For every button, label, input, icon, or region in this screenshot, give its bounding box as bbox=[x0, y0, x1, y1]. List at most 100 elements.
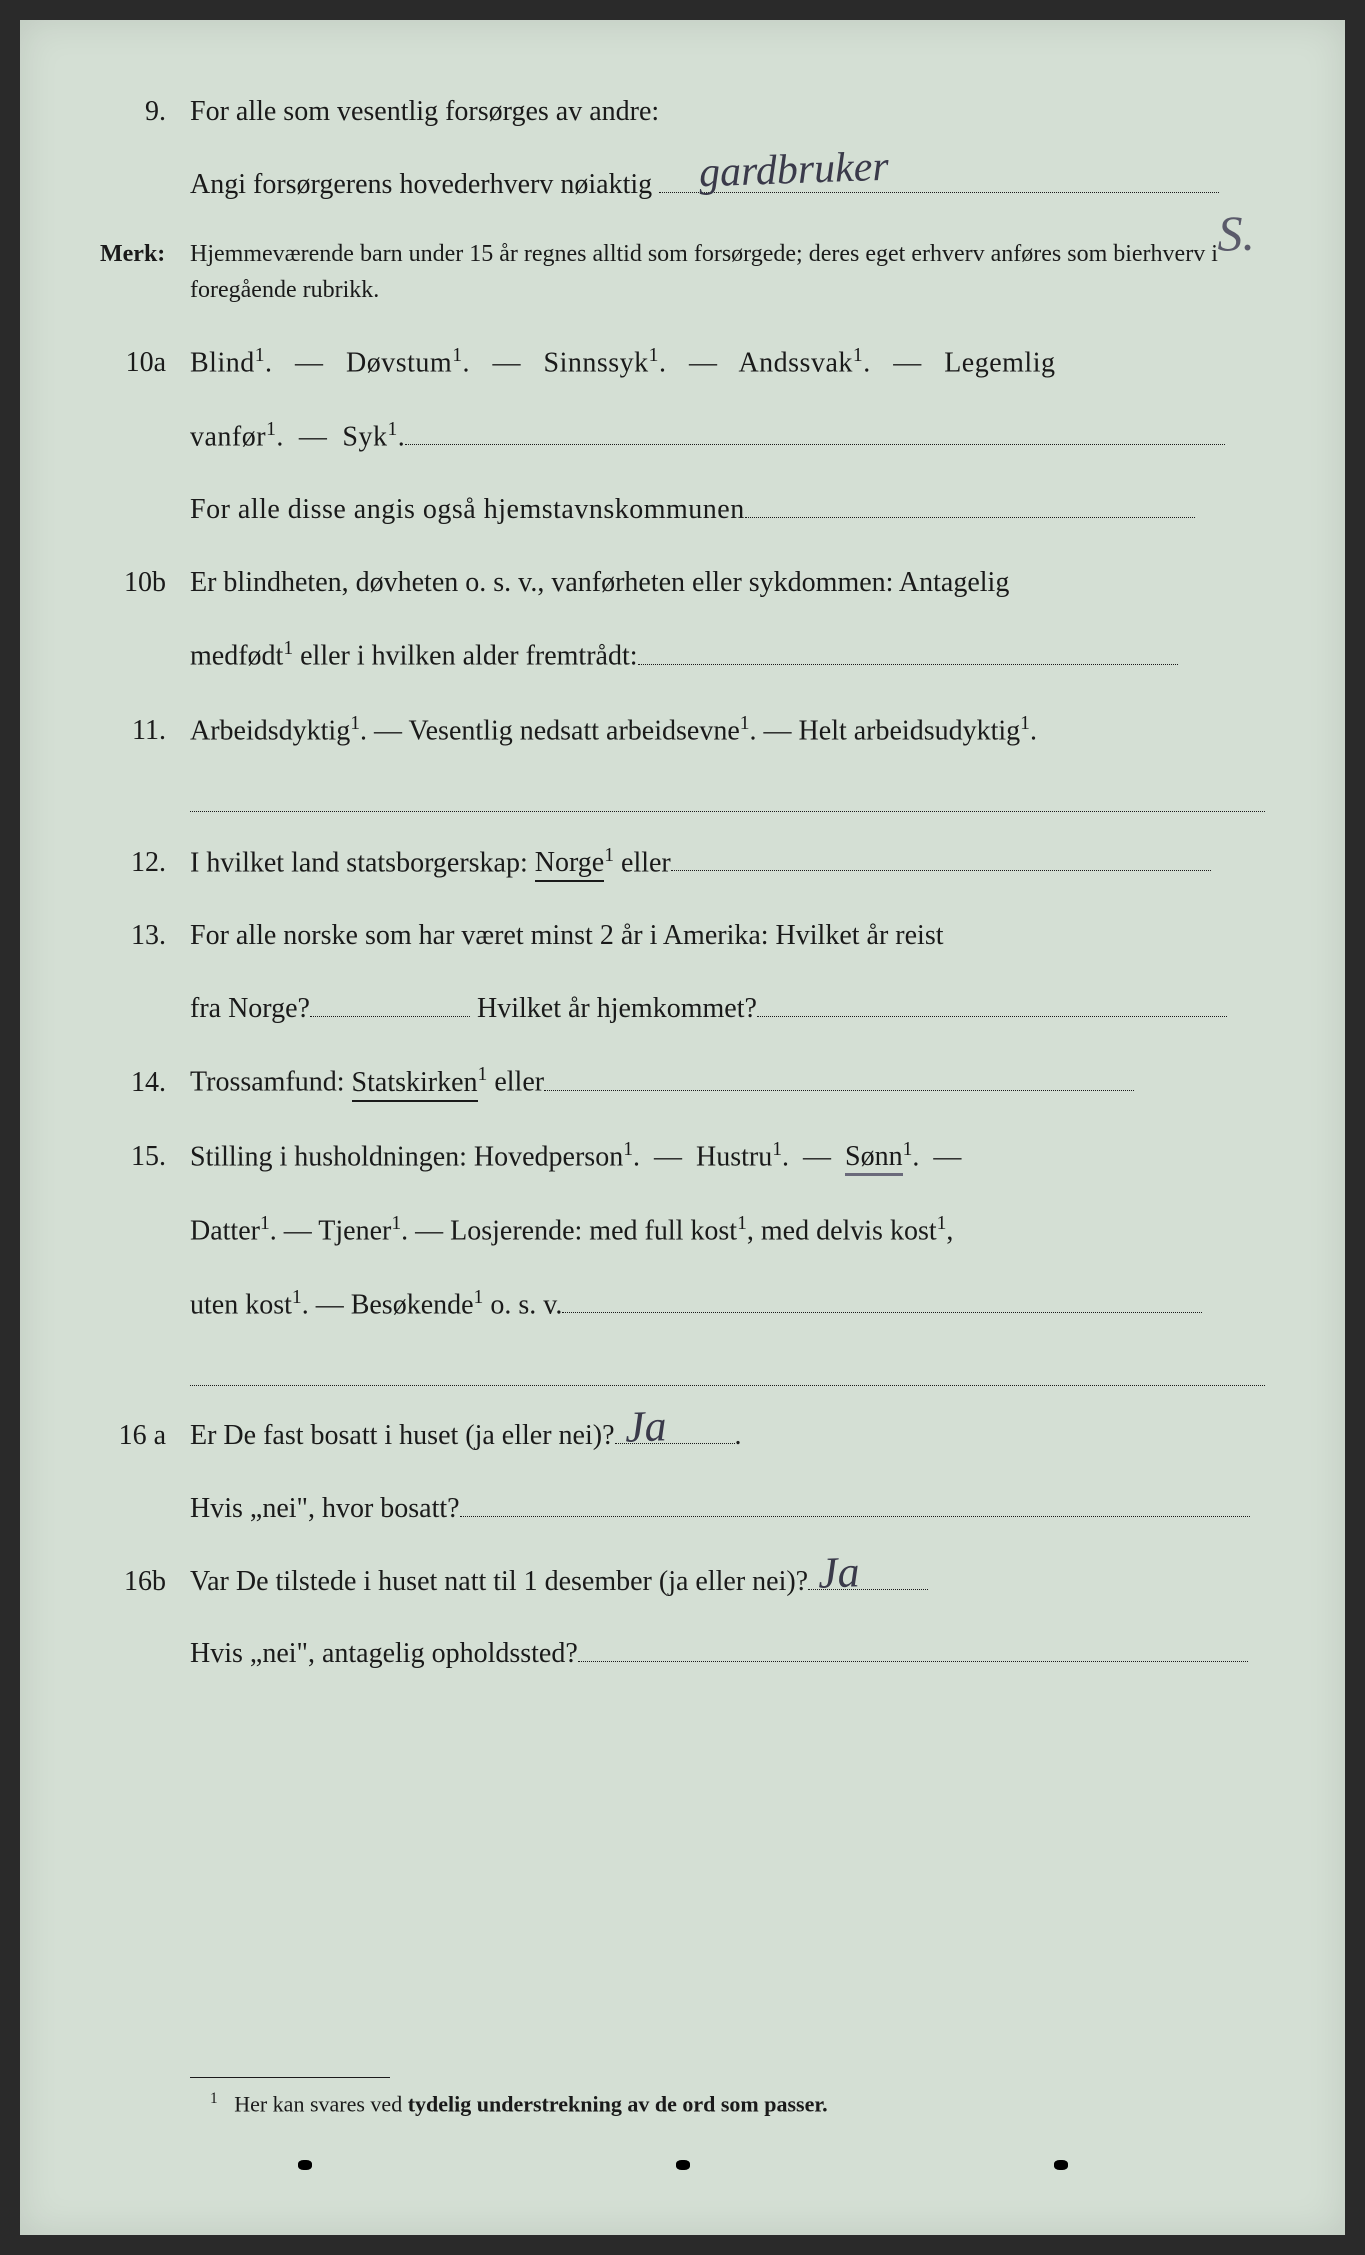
q13-number: 13. bbox=[100, 914, 190, 959]
q15-blank-line[interactable] bbox=[190, 1356, 1265, 1386]
q14-number: 14. bbox=[100, 1061, 190, 1106]
q10a-andssvak: Andssvak bbox=[738, 347, 852, 378]
q10a-hjemstavn: For alle disse angis også hjemstavnskomm… bbox=[190, 494, 745, 525]
q16b-line1: Var De tilstede i huset natt til 1 desem… bbox=[190, 1566, 808, 1597]
q15-number: 15. bbox=[100, 1135, 190, 1180]
q15-content: Stilling i husholdningen: Hovedperson1. … bbox=[190, 1134, 1265, 1328]
hole-1 bbox=[298, 2160, 312, 2170]
q15-besokende: Besøkende bbox=[351, 1289, 474, 1320]
q10a-fill2[interactable] bbox=[745, 490, 1195, 518]
q10a-syk: Syk bbox=[342, 421, 387, 452]
page-holes bbox=[100, 2157, 1265, 2175]
q12-content: I hvilket land statsborgerskap: Norge1 e… bbox=[190, 840, 1265, 886]
q13-line2-wrap: fra Norge? Hvilket år hjemkommet? bbox=[190, 987, 1265, 1032]
q9-line2: Angi forsørgerens hovederhverv nøiaktig bbox=[190, 169, 652, 200]
footnote-separator bbox=[190, 2077, 390, 2078]
q10a-fill1[interactable] bbox=[405, 417, 1225, 445]
question-16b: 16b Var De tilstede i huset natt til 1 d… bbox=[100, 1560, 1265, 1678]
footnote-marker: 1 bbox=[210, 2090, 218, 2107]
merk-note: Merk: Hjemmeværende barn under 15 år reg… bbox=[100, 236, 1265, 308]
q14-statskirken: Statskirken bbox=[352, 1067, 478, 1102]
q16a-content: Er De fast bosatt i huset (ja eller nei)… bbox=[190, 1414, 1265, 1532]
q13-fill1[interactable] bbox=[310, 989, 470, 1017]
q12-post: eller bbox=[621, 847, 671, 878]
q9-handwritten: gardbruker bbox=[698, 134, 890, 208]
q16a-line2-wrap: Hvis „nei", hvor bosatt? bbox=[190, 1487, 1265, 1532]
q16a-fill1[interactable]: Ja bbox=[615, 1416, 735, 1444]
q13-post: Hvilket år hjemkommet? bbox=[477, 993, 757, 1024]
q12-number: 12. bbox=[100, 841, 190, 886]
q16b-content: Var De tilstede i huset natt til 1 desem… bbox=[190, 1560, 1265, 1678]
merk-label: Merk: bbox=[100, 236, 190, 272]
q15-tjener: Tjener bbox=[318, 1215, 391, 1246]
q10b-line1: Er blindheten, døvheten o. s. v., vanfør… bbox=[190, 567, 1009, 598]
q15-line1-pre: Stilling i husholdningen: Hovedperson bbox=[190, 1141, 623, 1172]
q15-fill[interactable] bbox=[562, 1285, 1202, 1313]
q10a-dovstum: Døvstum bbox=[346, 347, 452, 378]
q16a-fill2[interactable] bbox=[460, 1489, 1250, 1517]
footnote-text: Her kan svares ved tydelig understreknin… bbox=[234, 2091, 827, 2116]
question-11: 11. Arbeidsdyktig1. — Vesentlig nedsatt … bbox=[100, 708, 1265, 754]
q16b-answer: Ja bbox=[817, 1537, 861, 1609]
q10a-number: 10a bbox=[100, 341, 190, 386]
q12-pre: I hvilket land statsborgerskap: bbox=[190, 847, 535, 878]
q9-handwritten-s: S. bbox=[1218, 193, 1256, 273]
q16a-line1: Er De fast bosatt i huset (ja eller nei)… bbox=[190, 1420, 615, 1451]
question-14: 14. Trossamfund: Statskirken1 eller bbox=[100, 1059, 1265, 1105]
q10b-content: Er blindheten, døvheten o. s. v., vanfør… bbox=[190, 561, 1265, 680]
q14-post: eller bbox=[494, 1067, 544, 1098]
q10a-content: Blind1. — Døvstum1. — Sinnssyk1. — Andss… bbox=[190, 340, 1265, 533]
q10b-post: eller i hvilken alder fremtrådt: bbox=[300, 641, 637, 672]
q14-pre: Trossamfund: bbox=[190, 1067, 352, 1098]
q10a-legemlig: Legemlig bbox=[944, 347, 1055, 378]
q15-line3-wrap: uten kost1. — Besøkende1 o. s. v. bbox=[190, 1282, 1265, 1328]
q10b-fill[interactable] bbox=[638, 637, 1178, 665]
q11-vesentlig: Vesentlig nedsatt arbeidsevne bbox=[409, 715, 740, 746]
q10b-medfodt: medfødt bbox=[190, 641, 283, 672]
q11-number: 11. bbox=[100, 709, 190, 754]
question-9: 9. For alle som vesentlig forsørges av a… bbox=[100, 90, 1265, 208]
q15-losjerende: Losjerende: med full kost bbox=[450, 1215, 737, 1246]
q13-line1: For alle norske som har været minst 2 år… bbox=[190, 920, 944, 951]
q15-line2-wrap: Datter1. — Tjener1. — Losjerende: med fu… bbox=[190, 1208, 1265, 1254]
q9-line2-wrap: Angi forsørgerens hovederhverv nøiaktig … bbox=[190, 163, 1265, 208]
q10b-line2-wrap: medfødt1 eller i hvilken alder fremtrådt… bbox=[190, 633, 1265, 679]
q11-helt: Helt arbeidsudyktig bbox=[799, 715, 1021, 746]
q15-sonn: Sønn bbox=[845, 1141, 903, 1176]
question-15: 15. Stilling i husholdningen: Hovedperso… bbox=[100, 1134, 1265, 1328]
q13-fill2[interactable] bbox=[757, 989, 1227, 1017]
question-10b: 10b Er blindheten, døvheten o. s. v., va… bbox=[100, 561, 1265, 680]
q16a-number: 16 a bbox=[100, 1414, 190, 1459]
question-10a: 10a Blind1. — Døvstum1. — Sinnssyk1. — A… bbox=[100, 340, 1265, 533]
q11-blank-line[interactable] bbox=[190, 782, 1265, 812]
q15-delvis: med delvis kost bbox=[761, 1215, 937, 1246]
q9-line1: For alle som vesentlig forsørges av andr… bbox=[190, 90, 1265, 135]
question-12: 12. I hvilket land statsborgerskap: Norg… bbox=[100, 840, 1265, 886]
q9-fill[interactable]: gardbruker bbox=[659, 165, 1219, 193]
q15-hustru: Hustru bbox=[696, 1141, 772, 1172]
q10a-vanfor: vanfør bbox=[190, 421, 266, 452]
q16a-line1-wrap: Er De fast bosatt i huset (ja eller nei)… bbox=[190, 1414, 1265, 1459]
census-form-page: 9. For alle som vesentlig forsørges av a… bbox=[20, 20, 1345, 2235]
q10a-sinnsyk: Sinnssyk bbox=[544, 347, 649, 378]
q9-number: 9. bbox=[100, 90, 190, 135]
q16a-line2: Hvis „nei", hvor bosatt? bbox=[190, 1493, 460, 1524]
q12-fill[interactable] bbox=[671, 843, 1211, 871]
q16b-line1-wrap: Var De tilstede i huset natt til 1 desem… bbox=[190, 1560, 1265, 1605]
q10b-number: 10b bbox=[100, 561, 190, 606]
q16b-number: 16b bbox=[100, 1560, 190, 1605]
q16b-fill1[interactable]: Ja bbox=[808, 1562, 928, 1590]
q16b-line2: Hvis „nei", antagelig opholdssted? bbox=[190, 1638, 578, 1669]
hole-2 bbox=[676, 2160, 690, 2170]
q16b-fill2[interactable] bbox=[578, 1634, 1248, 1662]
q13-pre: fra Norge? bbox=[190, 993, 310, 1024]
hole-3 bbox=[1054, 2160, 1068, 2170]
footnote: 1 Her kan svares ved tydelig understrekn… bbox=[210, 2090, 1265, 2117]
q15-uten: uten kost bbox=[190, 1289, 292, 1320]
q14-fill[interactable] bbox=[544, 1063, 1134, 1091]
question-13: 13. For alle norske som har været minst … bbox=[100, 914, 1265, 1032]
q10a-line2-wrap: vanfør1. — Syk1. bbox=[190, 414, 1265, 460]
q10a-blind: Blind bbox=[190, 347, 255, 378]
q16b-line2-wrap: Hvis „nei", antagelig opholdssted? bbox=[190, 1632, 1265, 1677]
q16a-answer: Ja bbox=[623, 1391, 667, 1463]
